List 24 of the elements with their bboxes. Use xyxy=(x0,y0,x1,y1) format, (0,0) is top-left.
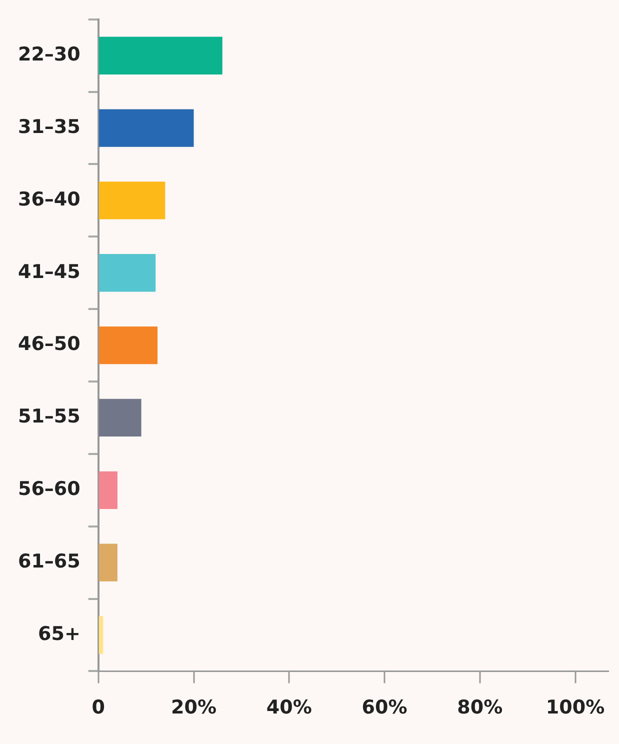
bar xyxy=(98,398,142,437)
x-tick-label: 40% xyxy=(266,696,312,719)
y-tick-label: 31–35 xyxy=(18,116,80,138)
x-tick-label: 20% xyxy=(171,696,216,719)
bar xyxy=(98,326,158,364)
bar xyxy=(98,182,166,220)
x-tick-label: 100% xyxy=(546,696,605,719)
y-tick-label: 51–55 xyxy=(18,406,80,428)
x-tick-label: 80% xyxy=(457,696,503,719)
x-tick-label: 60% xyxy=(362,696,408,719)
y-tick-label: 46–50 xyxy=(18,333,80,356)
y-tick-label: 36–40 xyxy=(18,188,80,210)
bar xyxy=(98,36,222,74)
bar xyxy=(98,544,118,582)
bar xyxy=(98,471,118,509)
y-tick-label: 22–30 xyxy=(18,44,80,66)
x-tick-label: 0 xyxy=(92,696,105,719)
bar xyxy=(98,109,194,147)
y-tick-label: 56–60 xyxy=(18,478,80,500)
y-tick-label: 41–45 xyxy=(18,260,80,283)
y-tick-label: 65+ xyxy=(38,622,80,645)
y-tick-label: 61–65 xyxy=(18,550,80,573)
bar xyxy=(98,254,156,292)
bar xyxy=(98,616,104,654)
